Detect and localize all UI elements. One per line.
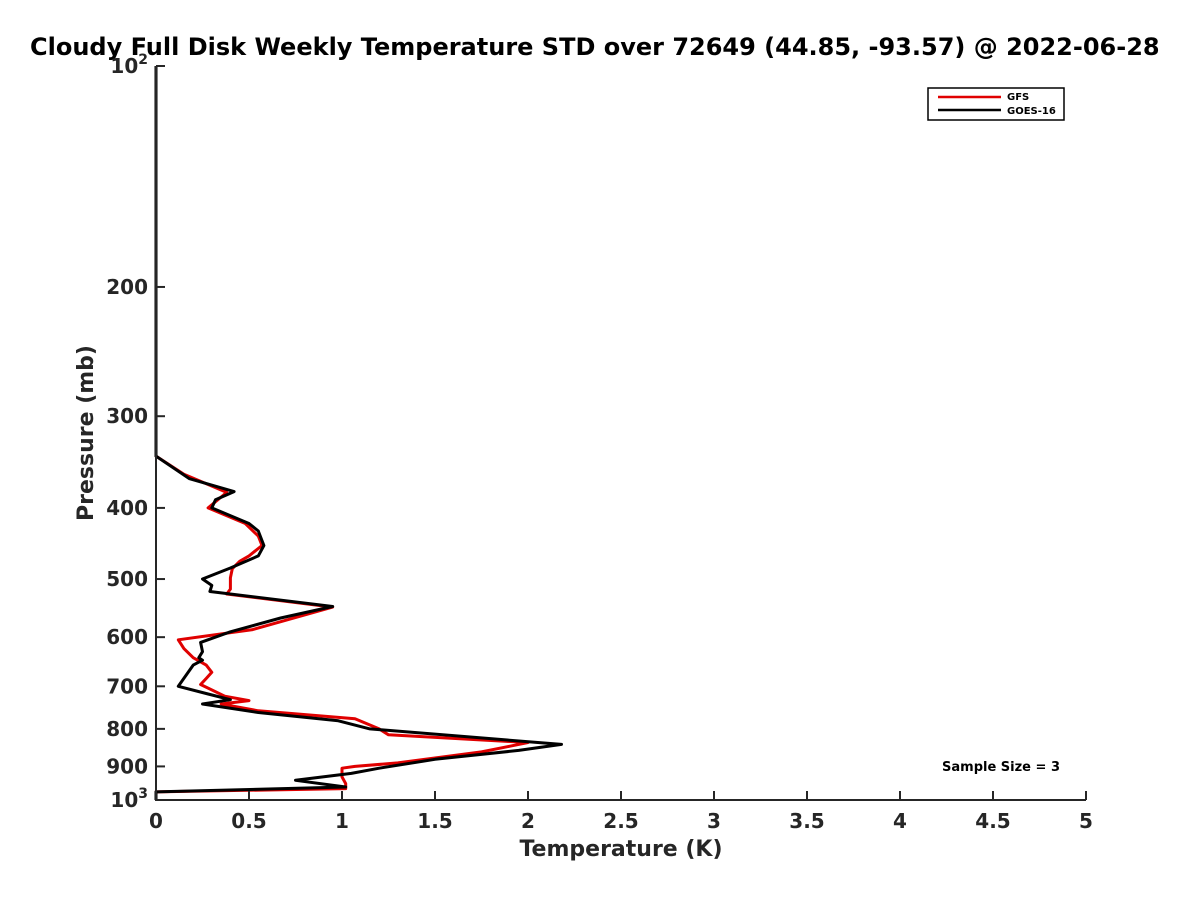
x-tick-label: 1.5 (417, 809, 452, 833)
legend-label-gfs: GFS (1007, 92, 1029, 103)
y-tick-label: 900 (106, 754, 148, 778)
y-ticks: 102 200 300 400 500 600 700 800 900 103 (106, 52, 165, 812)
x-tick-label: 2.5 (603, 809, 638, 833)
y-tick-label: 500 (106, 567, 148, 591)
y-tick-label: 103 (110, 786, 148, 812)
legend-label-goes16: GOES-16 (1007, 106, 1056, 117)
legend-box (927, 87, 1065, 121)
y-tick-label: 700 (106, 674, 148, 698)
x-axis-label: Temperature (K) (519, 837, 722, 862)
x-tick-label: 3.5 (789, 809, 824, 833)
y-tick-label: 200 (106, 275, 148, 299)
series-line-gfs (154, 66, 530, 800)
y-tick-label: 600 (106, 625, 148, 649)
y-tick-label: 102 (110, 52, 148, 78)
x-tick-label: 4.5 (975, 809, 1010, 833)
y-tick-label: 800 (106, 717, 148, 741)
x-tick-label: 1 (335, 809, 349, 833)
plot-lines (154, 66, 563, 800)
series-line-goes16 (154, 66, 563, 800)
y-tick-label: 300 (106, 404, 148, 428)
legend: GFS GOES-16 (927, 87, 1065, 121)
chart-title: Cloudy Full Disk Weekly Temperature STD … (30, 33, 1160, 61)
x-tick-label: 0 (149, 809, 163, 833)
x-tick-label: 2 (521, 809, 535, 833)
x-tick-label: 0.5 (231, 809, 266, 833)
x-tick-label: 4 (893, 809, 907, 833)
y-axis-label: Pressure (mb) (74, 345, 99, 521)
sample-size-annotation: Sample Size = 3 (942, 760, 1060, 775)
x-ticks: 0 0.5 1 1.5 2 2.5 3 3.5 4 4.5 5 (149, 791, 1093, 833)
x-tick-label: 3 (707, 809, 721, 833)
x-tick-label: 5 (1079, 809, 1093, 833)
axes (155, 66, 1086, 801)
y-tick-label: 400 (106, 496, 148, 520)
